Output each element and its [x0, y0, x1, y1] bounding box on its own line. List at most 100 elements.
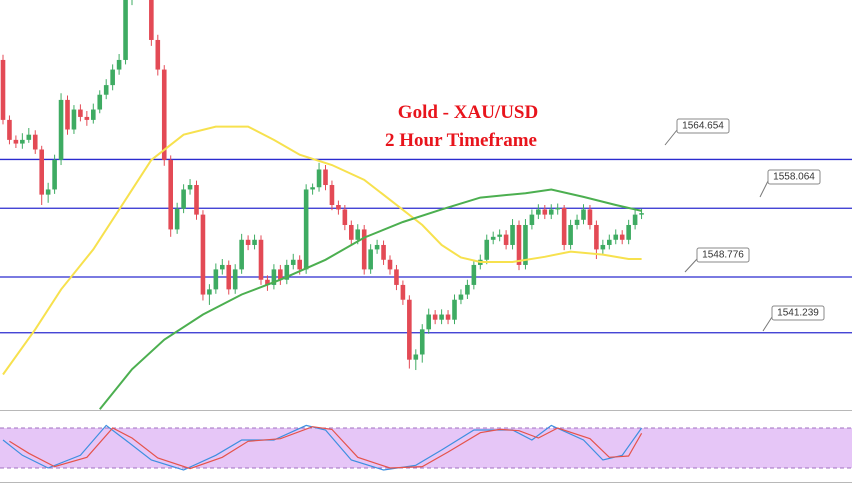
label-box	[696, 247, 750, 263]
candle-body	[239, 239, 244, 270]
level-label: 1548.776	[702, 250, 744, 261]
candle-body	[32, 134, 38, 150]
candle-body	[20, 139, 25, 144]
candle-body	[619, 234, 625, 240]
candle-body	[245, 239, 251, 245]
label-box	[676, 118, 730, 134]
chart-subtitle: 2 Hour Timeframe	[385, 130, 537, 151]
indicator-line	[2, 125, 642, 376]
candle-body	[226, 264, 232, 290]
level-label: 1558.064	[773, 172, 815, 183]
candle-body	[387, 259, 393, 270]
candle-body	[471, 264, 477, 285]
candle-body	[484, 239, 490, 260]
candle-body	[265, 279, 270, 285]
candle-body	[374, 244, 380, 250]
candle-body	[568, 224, 573, 245]
chart-title: Gold - XAU/USD	[398, 102, 538, 123]
candle-body	[587, 209, 593, 225]
candle-body	[181, 189, 186, 209]
candle-body	[368, 249, 373, 270]
candle-body	[0, 59, 6, 120]
candle-body	[310, 187, 315, 190]
candle-body	[542, 209, 548, 215]
indicator-line	[2, 424, 643, 471]
candle-body	[413, 354, 419, 360]
candle-body	[71, 109, 77, 130]
candle-body	[78, 109, 83, 117]
candle-body	[432, 314, 438, 320]
candle-body	[419, 329, 425, 355]
candle-body	[581, 209, 586, 220]
candle-body	[355, 229, 361, 240]
candle-body	[123, 0, 128, 60]
candle-body	[394, 269, 399, 285]
candle-body	[536, 209, 541, 215]
candle-body	[465, 284, 470, 295]
candle-body	[110, 69, 115, 86]
candle-body	[452, 299, 457, 320]
candle-body	[65, 99, 70, 130]
label-pointer	[759, 180, 769, 198]
candle-body	[329, 185, 335, 205]
candle-body	[439, 314, 444, 320]
candle-body	[490, 236, 496, 240]
candle-body	[284, 264, 290, 280]
candle-body	[600, 244, 606, 250]
candle-body	[7, 119, 12, 140]
candle-body	[194, 185, 199, 215]
candle-body	[232, 269, 238, 290]
candle-body	[626, 224, 631, 240]
candle-body	[161, 69, 167, 160]
candle-body	[510, 224, 515, 245]
candle-body	[349, 224, 354, 240]
candle-body	[278, 269, 283, 280]
candle-body	[252, 239, 257, 245]
candle-body	[290, 259, 296, 265]
oscillator-panel	[0, 424, 852, 471]
price-panel	[0, 0, 852, 410]
candle-body	[336, 205, 341, 210]
candle-body	[26, 134, 32, 140]
level-labels: 1564.654 1558.064 1548.776 1541.239	[664, 118, 825, 332]
candle-body	[561, 207, 567, 245]
label-pointer	[664, 129, 678, 146]
candle-body	[58, 99, 64, 160]
candle-body	[548, 209, 554, 215]
candle-body	[639, 213, 644, 215]
candle-body	[594, 224, 599, 250]
candle-body	[497, 234, 502, 237]
candle-body	[303, 189, 309, 270]
candle-body	[323, 169, 328, 186]
level-label: 1564.654	[682, 121, 724, 132]
candle-body	[168, 159, 173, 230]
candle-body	[39, 149, 44, 195]
candle-body	[407, 299, 412, 360]
candle-body	[220, 264, 225, 270]
candle-body	[187, 185, 193, 190]
candle-body	[445, 314, 451, 320]
candle-body	[174, 208, 180, 230]
candle-body	[529, 214, 535, 225]
candle-body	[613, 234, 619, 240]
candle-body	[503, 234, 509, 245]
candle-body	[149, 0, 154, 40]
candle-body	[116, 59, 122, 70]
candle-body	[213, 269, 219, 290]
candle-body	[45, 189, 51, 195]
candle-body	[632, 214, 638, 225]
candle-body	[458, 294, 464, 300]
candle-body	[426, 314, 431, 330]
candle-body	[342, 209, 348, 225]
candle-body	[91, 109, 96, 120]
label-pointer	[762, 316, 773, 332]
label-pointer	[684, 258, 698, 273]
oscillator-band	[0, 428, 852, 468]
indicator-line	[99, 188, 642, 410]
candle-body	[103, 85, 109, 95]
candle-body	[516, 224, 522, 265]
candle-body	[297, 259, 302, 270]
candle-body	[574, 219, 580, 225]
